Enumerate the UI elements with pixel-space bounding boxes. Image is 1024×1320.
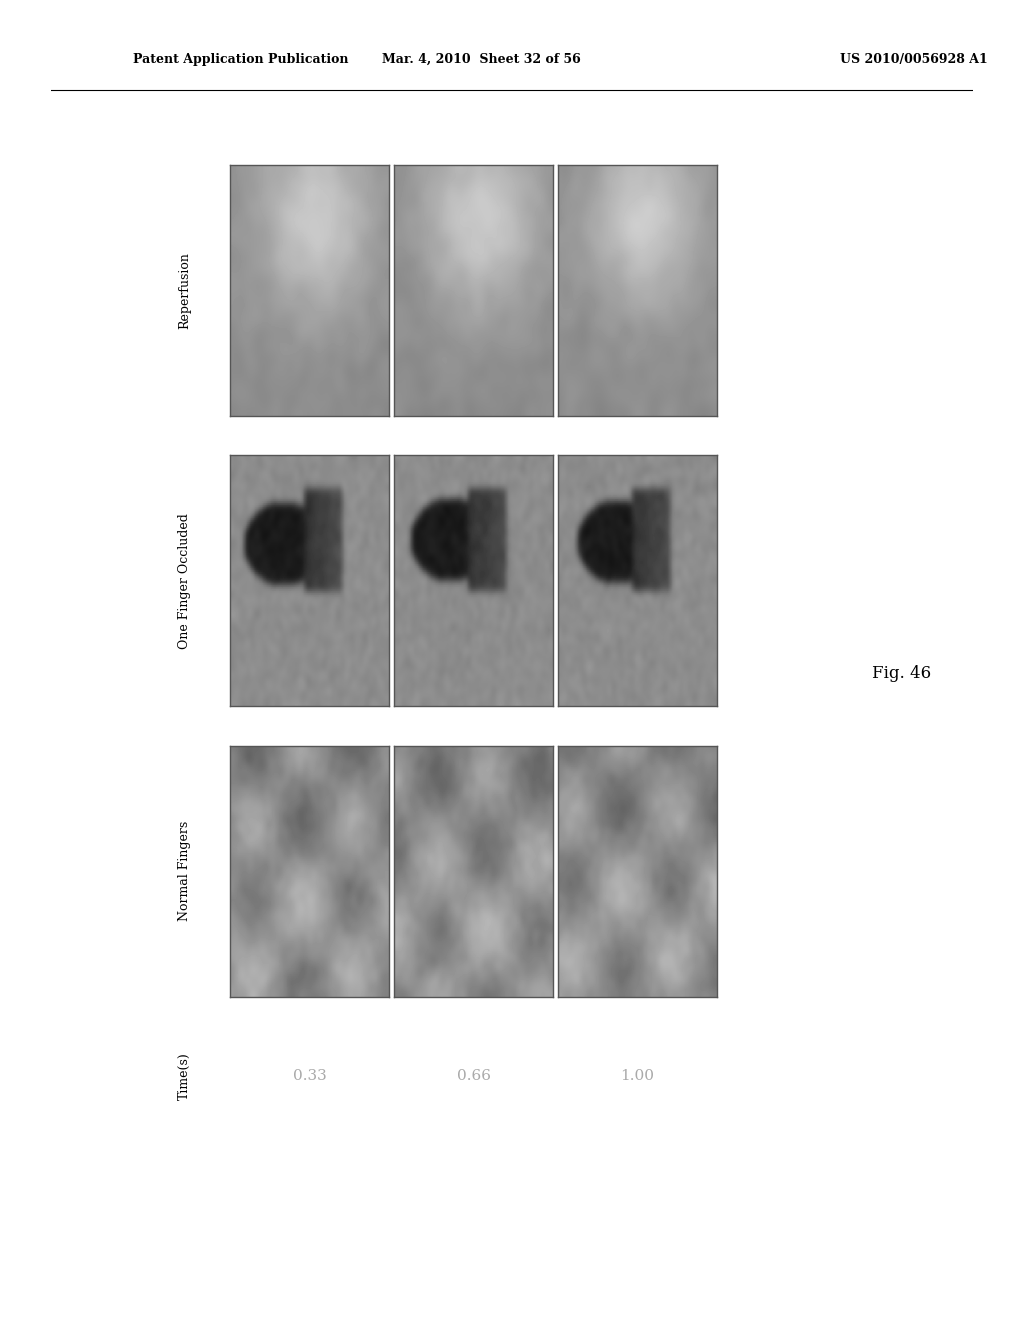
Text: Mar. 4, 2010  Sheet 32 of 56: Mar. 4, 2010 Sheet 32 of 56 (382, 53, 581, 66)
Text: Fig. 46: Fig. 46 (871, 665, 931, 681)
Text: 0.33: 0.33 (293, 1069, 327, 1082)
Text: Time(s): Time(s) (178, 1052, 190, 1100)
Text: Normal Fingers: Normal Fingers (178, 821, 190, 921)
Text: US 2010/0056928 A1: US 2010/0056928 A1 (840, 53, 987, 66)
Text: 0.66: 0.66 (457, 1069, 490, 1082)
Text: Reperfusion: Reperfusion (178, 252, 190, 329)
Text: 1.00: 1.00 (621, 1069, 654, 1082)
Text: Patent Application Publication: Patent Application Publication (133, 53, 348, 66)
Text: One Finger Occluded: One Finger Occluded (178, 513, 190, 648)
